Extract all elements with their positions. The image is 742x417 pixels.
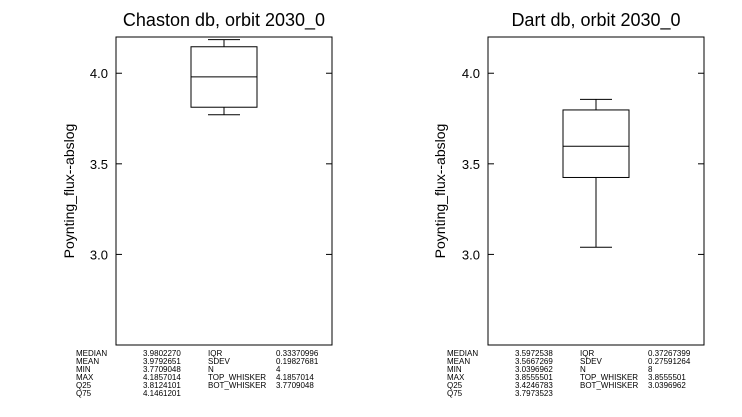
chart2-stat-value: 3.8555501 bbox=[515, 373, 553, 382]
chart2-stat-label-2: BOT_WHISKER bbox=[580, 381, 638, 390]
chart1-stat-label: Q25 bbox=[76, 381, 92, 390]
chart2-stat-value: 3.5972538 bbox=[515, 349, 553, 358]
chart2-y-tick-label: 3.0 bbox=[462, 247, 480, 262]
chart1-stat-value: 3.9792651 bbox=[143, 357, 181, 366]
chart1-stat-label: MEDIAN bbox=[76, 349, 107, 358]
chart2-stat-value: 3.0396962 bbox=[515, 365, 553, 374]
chart1-stat-label-2: BOT_WHISKER bbox=[208, 381, 266, 390]
chart1-stat-value-2: 0.19827681 bbox=[276, 357, 319, 366]
chart2-stat-value: 3.7973523 bbox=[515, 389, 553, 398]
chart1-y-tick-label: 4.0 bbox=[90, 66, 108, 81]
chart1-y-axis-label: Poynting_flux--abslog bbox=[61, 124, 77, 259]
chart2-stat-value-2: 0.37267399 bbox=[648, 349, 691, 358]
chart1-stat-label: MIN bbox=[76, 365, 91, 374]
chart1-title: Chaston db, orbit 2030_0 bbox=[123, 10, 325, 31]
chart1-plot-frame bbox=[115, 36, 333, 346]
chart2-stat-label: MIN bbox=[447, 365, 462, 374]
chart2-stat-label: MEDIAN bbox=[447, 349, 478, 358]
chart1-y-tick-label: 3.0 bbox=[90, 247, 108, 262]
chart1-stat-value-2: 4 bbox=[276, 365, 281, 374]
chart2-stat-value-2: 3.0396962 bbox=[648, 381, 686, 390]
chart1-stat-value-2: 4.1857014 bbox=[276, 373, 314, 382]
chart1-stat-value: 4.1461201 bbox=[143, 389, 181, 398]
chart2-stat-value-2: 3.8555501 bbox=[648, 373, 686, 382]
chart1-stat-value: 3.9802270 bbox=[143, 349, 181, 358]
chart1-stat-value: 3.8124101 bbox=[143, 381, 181, 390]
chart1-stat-label-2: IQR bbox=[208, 349, 222, 358]
chart1-stat-label-2: SDEV bbox=[208, 357, 230, 366]
chart1-y-tick-label: 3.5 bbox=[90, 157, 108, 172]
chart1-stat-label: Q75 bbox=[76, 389, 92, 398]
chart2-stat-label-2: TOP_WHISKER bbox=[580, 373, 638, 382]
chart2-stat-label: MAX bbox=[447, 373, 465, 382]
chart2-stat-label-2: N bbox=[580, 365, 586, 374]
chart2-stat-value: 3.4246783 bbox=[515, 381, 553, 390]
chart2-stat-label-2: IQR bbox=[580, 349, 594, 358]
chart1-stat-label: MEAN bbox=[76, 357, 99, 366]
chart2-stat-value-2: 0.27591264 bbox=[648, 357, 691, 366]
chart2-stat-label-2: SDEV bbox=[580, 357, 602, 366]
chart2-y-tick-label: 3.5 bbox=[462, 157, 480, 172]
chart2-stat-label: Q75 bbox=[447, 389, 463, 398]
chart2-y-axis-label: Poynting_flux--abslog bbox=[432, 124, 448, 259]
chart2-title: Dart db, orbit 2030_0 bbox=[511, 10, 680, 31]
chart2-iqr-box bbox=[562, 109, 630, 178]
chart2-stat-value: 3.5667269 bbox=[515, 357, 553, 366]
chart1-stat-label-2: TOP_WHISKER bbox=[208, 373, 266, 382]
chart2-y-tick-label: 4.0 bbox=[462, 66, 480, 81]
chart1-stat-value: 3.7709048 bbox=[143, 365, 181, 374]
chart2-stat-value-2: 8 bbox=[648, 365, 653, 374]
chart2-stat-label: MEAN bbox=[447, 357, 470, 366]
chart1-stat-value: 4.1857014 bbox=[143, 373, 181, 382]
chart1-stat-label: MAX bbox=[76, 373, 94, 382]
chart1-stat-label-2: N bbox=[208, 365, 214, 374]
chart2-plot-frame bbox=[487, 36, 705, 346]
chart2-stat-label: Q25 bbox=[447, 381, 463, 390]
chart1-stat-value-2: 0.33370996 bbox=[276, 349, 319, 358]
chart1-stat-value-2: 3.7709048 bbox=[276, 381, 314, 390]
